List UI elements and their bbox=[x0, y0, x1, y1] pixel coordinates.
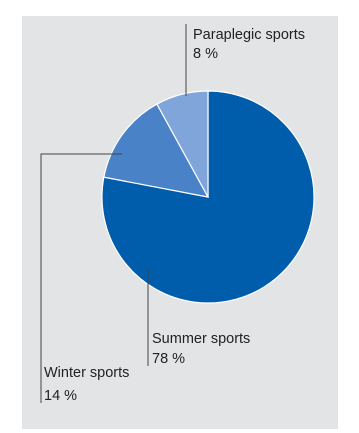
label-winter-sports-percent: 14 % bbox=[44, 388, 77, 404]
label-summer-sports-percent: 78 % bbox=[152, 351, 185, 367]
leader-line-winter bbox=[40, 153, 122, 403]
pie-slice-winter-sports bbox=[103, 103, 210, 198]
chart-panel: Paraplegic sports 8 % Summer sports 78 %… bbox=[22, 16, 338, 429]
pie-slice-paraplegic-sports bbox=[156, 90, 209, 198]
label-paraplegic-sports-percent: 8 % bbox=[193, 46, 218, 62]
label-paraplegic-sports: Paraplegic sports bbox=[193, 27, 305, 43]
label-winter-sports: Winter sports bbox=[44, 365, 129, 381]
pie-chart: Paraplegic sports 8 % Summer sports 78 %… bbox=[40, 24, 315, 404]
label-summer-sports: Summer sports bbox=[152, 331, 250, 347]
pie-slices bbox=[101, 90, 315, 304]
